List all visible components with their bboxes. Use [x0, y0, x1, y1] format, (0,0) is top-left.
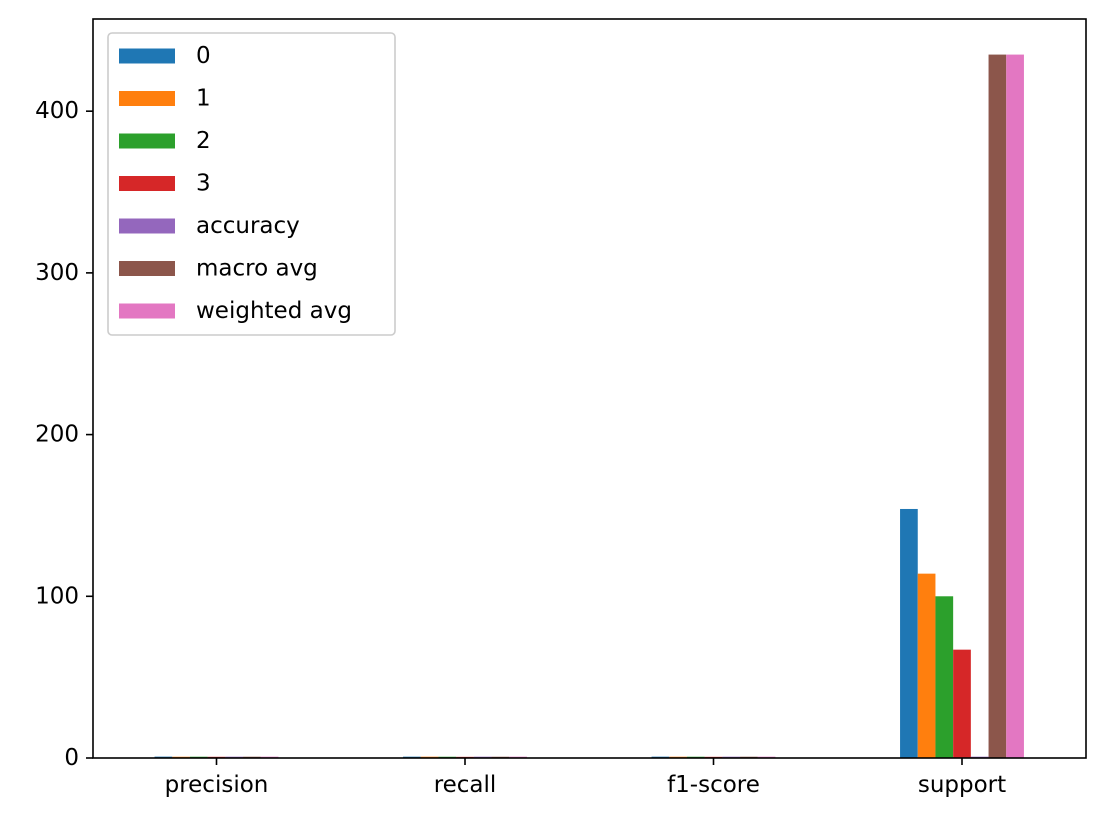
legend-label-weighted-avg: weighted avg [196, 298, 352, 324]
legend-swatch-macro-avg [119, 261, 175, 276]
bar-macro-avg-support [988, 54, 1007, 758]
bar-0-support [900, 508, 918, 758]
x-tick-label-support: support [918, 772, 1006, 798]
y-tick-label-0: 0 [64, 745, 79, 771]
axes-group: 0 100 200 300 400 precision recall f1-score supp… [35, 18, 1087, 798]
bar-3-support [953, 649, 971, 758]
x-tick-label-recall: recall [434, 772, 497, 798]
legend: 0 1 2 3 accuracy macro avg weighted avg [107, 32, 396, 336]
legend-label-macro-avg: macro avg [196, 256, 318, 282]
x-tick-label-precision: precision [165, 772, 269, 798]
legend-label-1: 1 [196, 86, 211, 112]
legend-box [107, 32, 396, 336]
y-tick-label-300: 300 [35, 260, 79, 286]
legend-swatch-0 [119, 48, 175, 64]
legend-label-accuracy: accuracy [196, 213, 300, 239]
legend-swatch-weighted-avg [119, 303, 175, 319]
y-tick-label-100: 100 [35, 583, 79, 609]
legend-label-2: 2 [196, 128, 211, 154]
bar-weighted-avg-support [1006, 54, 1024, 758]
legend-swatch-3 [119, 176, 175, 191]
y-tick-label-400: 400 [35, 98, 79, 124]
legend-swatch-2 [119, 133, 175, 149]
plot-frame [92, 18, 1087, 759]
x-tick-label-f1-score: f1-score [667, 772, 760, 798]
y-tick-label-200: 200 [35, 422, 79, 448]
legend-swatch-1 [119, 91, 175, 106]
bar-2-support [935, 596, 954, 758]
legend-swatch-accuracy [119, 218, 175, 234]
legend-label-3: 3 [196, 171, 211, 197]
legend-label-0: 0 [196, 43, 211, 69]
bar-1-support [917, 573, 936, 758]
